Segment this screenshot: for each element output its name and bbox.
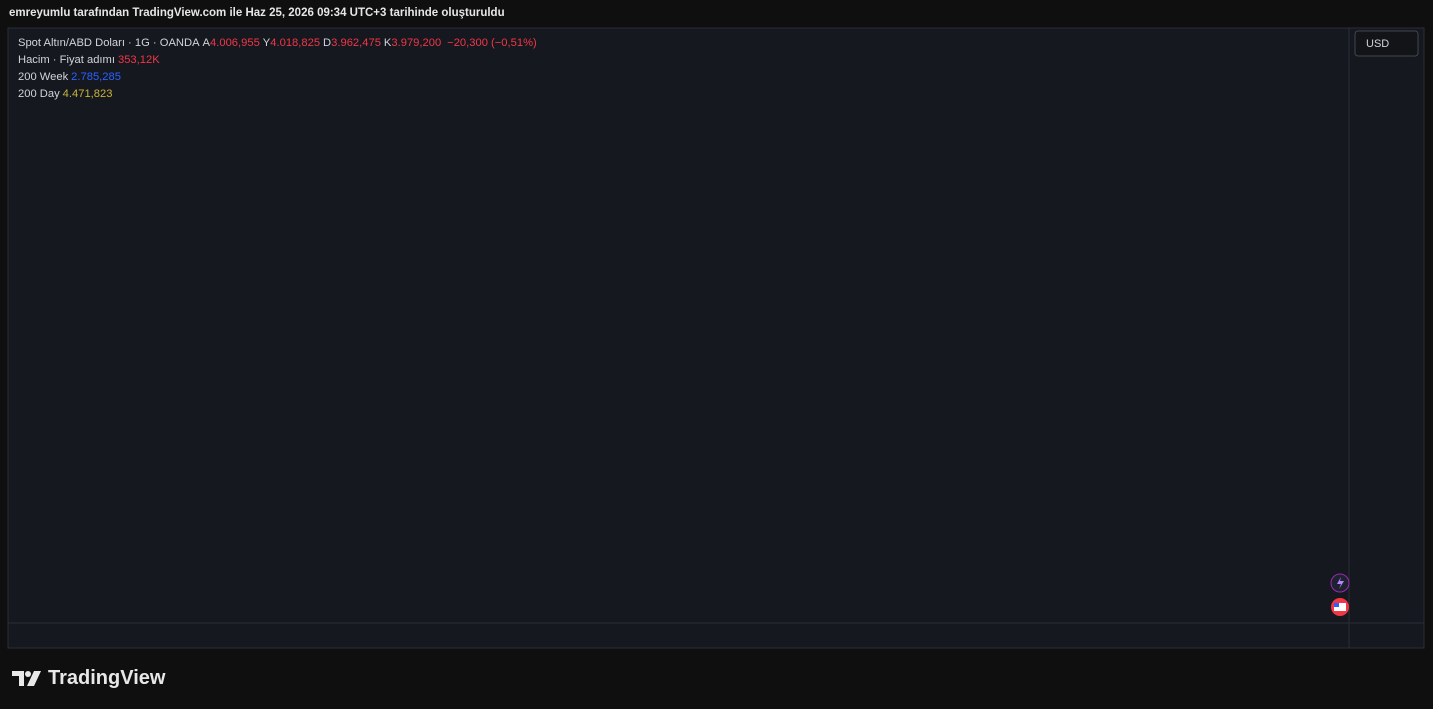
flag-mark bbox=[1334, 603, 1346, 611]
ohlc-fields: A4.006,955 Y4.018,825 D3.962,475 K3.979,200 bbox=[203, 37, 445, 49]
field-value: 3.962,475 bbox=[331, 37, 381, 49]
legend-row: Hacim · Fiyat adımı 353,12K bbox=[18, 52, 540, 69]
ma-value: 2.785,285 bbox=[71, 71, 121, 83]
flag-canton bbox=[1334, 603, 1339, 607]
currency: USD bbox=[1366, 38, 1389, 50]
brand-logo bbox=[12, 671, 41, 686]
field-key: K bbox=[383, 37, 392, 49]
brand: TradingView bbox=[48, 667, 166, 689]
field-key: D bbox=[323, 37, 332, 49]
legend: Spot Altın/ABD Doları · 1G · OANDA A4.006… bbox=[18, 35, 540, 103]
ma-name: 200 Week bbox=[18, 71, 69, 83]
ma-value: 4.471,823 bbox=[62, 88, 113, 100]
currency-button[interactable] bbox=[1354, 30, 1419, 57]
field-key: A bbox=[202, 37, 211, 49]
volume-value: 353,12K bbox=[117, 54, 160, 66]
ma-name: 200 Day bbox=[18, 88, 60, 100]
field-value: 3.979,200 bbox=[391, 37, 442, 49]
ma-row: 200 Day 4.471,823 bbox=[18, 86, 540, 103]
volume-name: Hacim · Fiyat adımı bbox=[18, 54, 115, 66]
field-value: 4.018,825 bbox=[270, 37, 321, 49]
symbol: Spot Altın/ABD Doları · 1G · OANDA bbox=[18, 37, 200, 49]
ma-rows: 200 Week 2.785,285 200 Day 4.471,823 bbox=[18, 69, 540, 103]
legend-row: Spot Altın/ABD Doları · 1G · OANDA A4.006… bbox=[18, 35, 540, 52]
field-key: Y bbox=[262, 37, 271, 49]
change: −20,300 (−0,51%) bbox=[447, 37, 537, 49]
ma-row: 200 Week 2.785,285 bbox=[18, 69, 540, 86]
logo-part bbox=[25, 671, 31, 677]
logo-part bbox=[12, 671, 24, 686]
header: emreyumlu tarafından TradingView.com ile… bbox=[9, 7, 505, 19]
alert-bolt bbox=[1337, 577, 1344, 589]
field-value: 4.006,955 bbox=[210, 37, 260, 49]
chart-panel bbox=[7, 27, 1425, 649]
logo-part bbox=[27, 671, 41, 686]
